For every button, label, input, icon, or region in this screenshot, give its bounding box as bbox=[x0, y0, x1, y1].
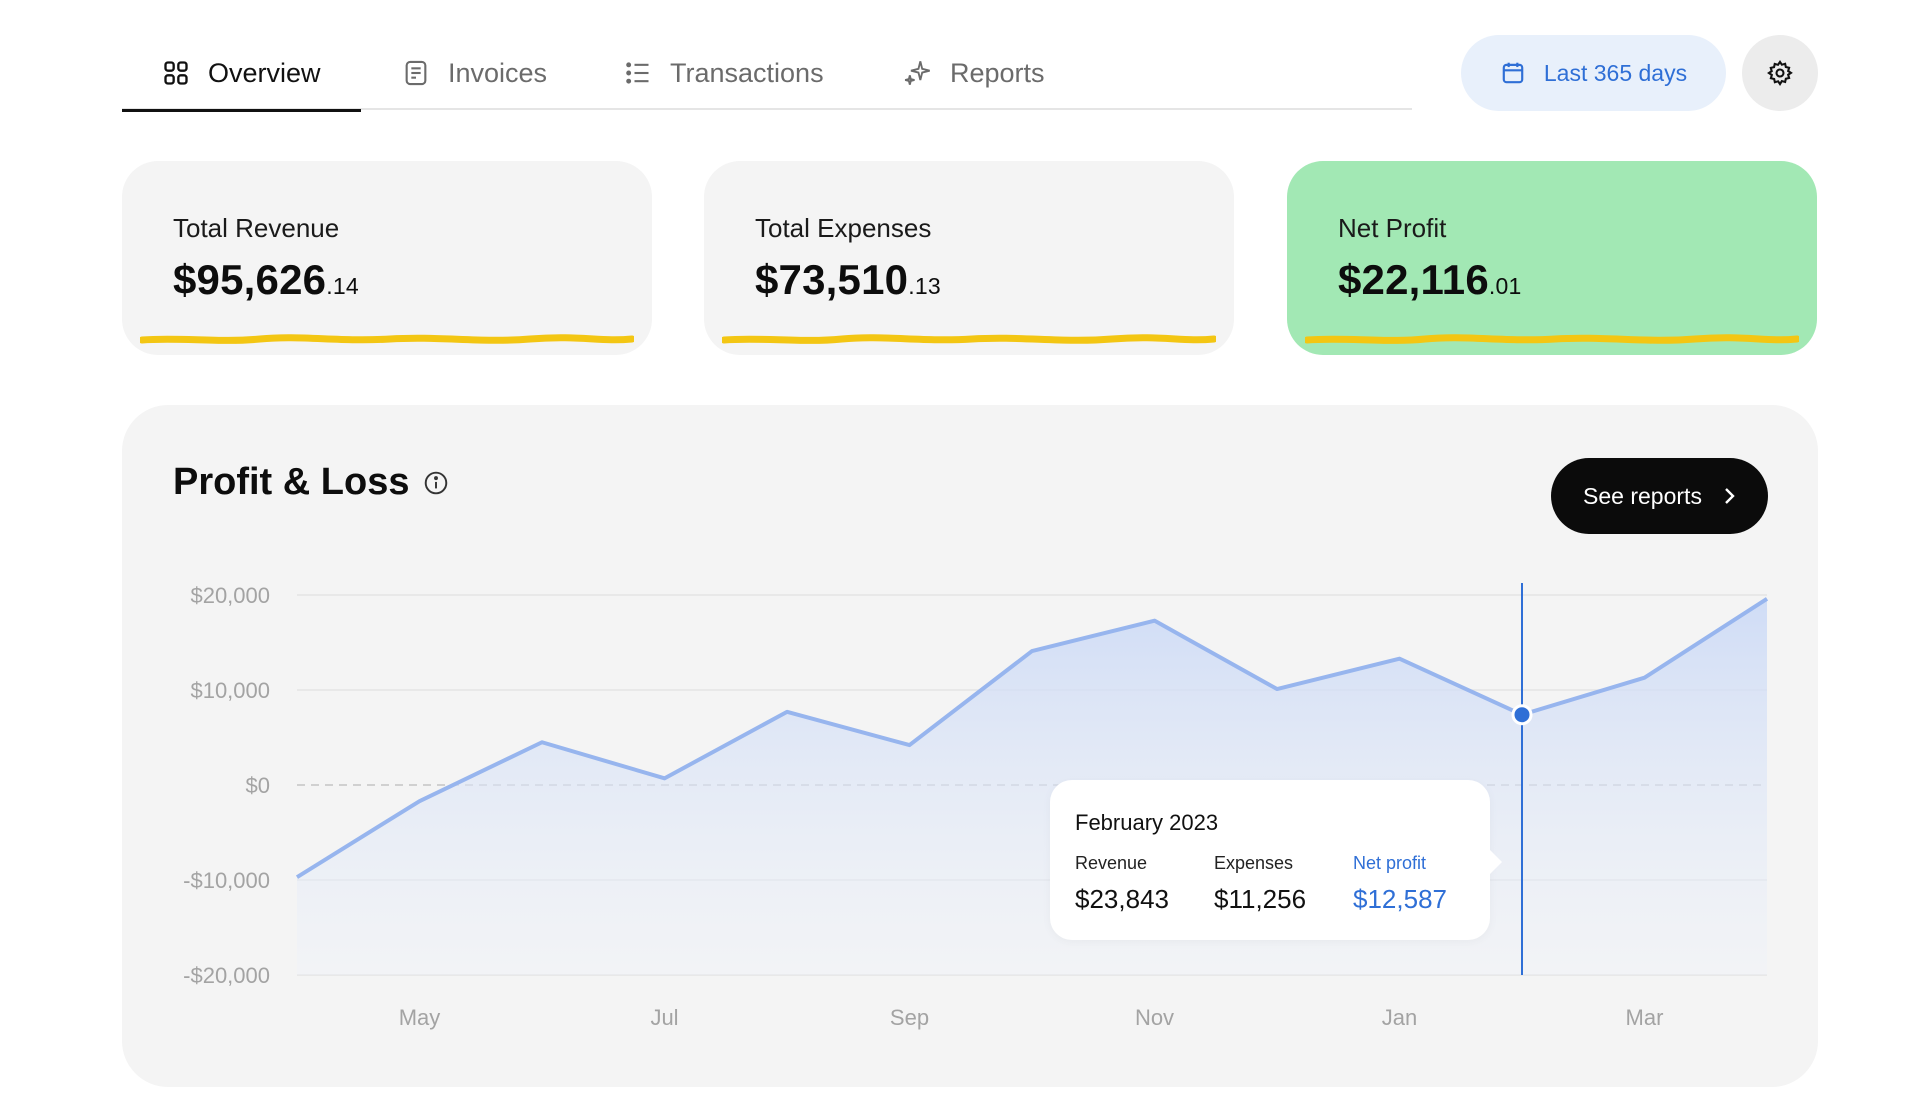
data-point bbox=[1029, 648, 1035, 654]
total-revenue-amount: $95,626.14 bbox=[173, 256, 359, 304]
hover-point bbox=[1511, 704, 1533, 726]
tab-reports-label: Reports bbox=[950, 57, 1045, 88]
tooltip-expenses-label: Expenses bbox=[1214, 853, 1294, 873]
tab-overview-label: Overview bbox=[208, 57, 321, 88]
data-point bbox=[1152, 618, 1158, 624]
net-profit-card: Net Profit $22,116.01 bbox=[1287, 161, 1817, 355]
x-tick-label: Jan bbox=[1382, 1005, 1417, 1030]
data-point bbox=[1642, 675, 1648, 681]
tooltip-net-profit-label: Net profit bbox=[1353, 853, 1427, 873]
tooltip-revenue-value: $23,843 bbox=[1075, 884, 1169, 914]
total-expenses-dollars: $73,510 bbox=[755, 256, 909, 303]
net-profit-dollars: $22,116 bbox=[1338, 256, 1489, 303]
y-tick-label: $20,000 bbox=[190, 583, 270, 608]
data-point bbox=[1764, 596, 1770, 602]
total-expenses-card: Total Expenses $73,510.13 bbox=[704, 161, 1234, 355]
tooltip-net-profit-value: $12,587 bbox=[1353, 884, 1447, 914]
info-icon[interactable] bbox=[423, 470, 449, 496]
tab-reports[interactable]: Reports bbox=[904, 36, 1045, 110]
total-expenses-label: Total Expenses bbox=[755, 213, 932, 243]
profit-loss-panel: $20,000 $10,000 $0 -$10,000 -$20,000 May Jul Se… bbox=[122, 405, 1818, 1087]
x-tick-label: Mar bbox=[1626, 1005, 1664, 1030]
document-icon bbox=[405, 60, 427, 86]
tab-invoices[interactable]: Invoices bbox=[402, 36, 547, 110]
tooltip-pointer bbox=[1490, 850, 1502, 874]
net-profit-amount: $22,116.01 bbox=[1338, 256, 1521, 304]
data-point bbox=[662, 775, 668, 781]
data-point bbox=[907, 742, 913, 748]
total-revenue-label: Total Revenue bbox=[173, 213, 340, 243]
total-revenue-dollars: $95,626 bbox=[173, 256, 327, 303]
total-expenses-cents: .13 bbox=[908, 273, 941, 299]
x-tick-label: May bbox=[399, 1005, 441, 1030]
grid-icon bbox=[164, 61, 188, 85]
net-profit-cents: .01 bbox=[1488, 273, 1522, 299]
data-point bbox=[539, 739, 545, 745]
total-expenses-amount: $73,510.13 bbox=[755, 256, 941, 304]
data-point bbox=[784, 709, 790, 715]
y-tick-label: $10,000 bbox=[190, 678, 270, 703]
settings-button[interactable] bbox=[1742, 35, 1818, 111]
y-tick-label: $0 bbox=[246, 773, 270, 798]
total-revenue-cents: .14 bbox=[326, 273, 359, 299]
tab-overview[interactable]: Overview bbox=[122, 36, 361, 112]
profit-area bbox=[297, 598, 1767, 975]
calendar-icon bbox=[1502, 62, 1524, 84]
sparkles-icon bbox=[904, 61, 930, 85]
data-point bbox=[417, 798, 423, 804]
list-icon bbox=[626, 62, 649, 84]
net-profit-label: Net Profit bbox=[1338, 213, 1447, 243]
tab-bar: Overview Invoices Transactions Reports bbox=[122, 36, 1412, 112]
data-point bbox=[294, 874, 300, 880]
data-point bbox=[1397, 656, 1403, 662]
tooltip-revenue: Revenue $23,843 bbox=[1075, 853, 1169, 915]
active-tab-indicator bbox=[122, 109, 361, 112]
x-tick-label: Nov bbox=[1135, 1005, 1174, 1030]
highlight-squiggle bbox=[140, 334, 634, 344]
date-range-button[interactable]: Last 365 days bbox=[1461, 35, 1726, 111]
highlight-squiggle bbox=[1305, 334, 1799, 344]
tooltip-net-profit: Net profit $12,587 bbox=[1353, 853, 1447, 915]
panel-title-text: Profit & Loss bbox=[173, 461, 410, 503]
chart-tooltip: February 2023 Revenue $23,843 Expenses $… bbox=[1050, 780, 1502, 940]
see-reports-button[interactable]: See reports bbox=[1551, 458, 1768, 534]
tooltip-expenses: Expenses $11,256 bbox=[1214, 853, 1306, 915]
tooltip-revenue-label: Revenue bbox=[1075, 853, 1148, 873]
highlight-squiggle bbox=[722, 334, 1216, 344]
total-revenue-card: Total Revenue $95,626.14 bbox=[122, 161, 652, 355]
y-tick-label: -$10,000 bbox=[183, 868, 270, 893]
chevron-right-icon bbox=[1725, 488, 1735, 504]
see-reports-label: See reports bbox=[1583, 482, 1702, 509]
x-tick-label: Jul bbox=[650, 1005, 678, 1030]
tab-transactions-label: Transactions bbox=[670, 57, 824, 88]
x-tick-label: Sep bbox=[890, 1005, 929, 1030]
tab-invoices-label: Invoices bbox=[448, 57, 548, 88]
date-range-label: Last 365 days bbox=[1543, 59, 1688, 86]
tab-transactions[interactable]: Transactions bbox=[624, 36, 824, 110]
gear-icon bbox=[1767, 60, 1793, 87]
tooltip-title: February 2023 bbox=[1075, 810, 1219, 835]
panel-title: Profit & Loss bbox=[173, 461, 449, 504]
y-tick-label: -$20,000 bbox=[183, 963, 270, 988]
tooltip-expenses-value: $11,256 bbox=[1214, 884, 1307, 914]
data-point bbox=[1274, 686, 1280, 692]
